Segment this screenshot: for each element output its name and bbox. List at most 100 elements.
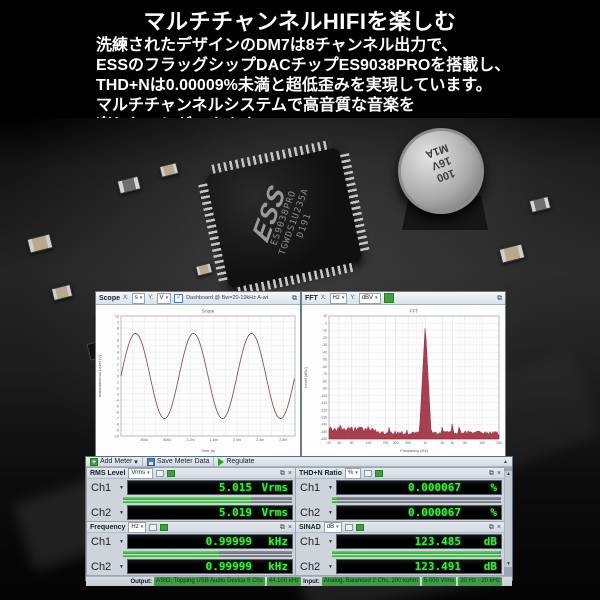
meter-window: + Add Meter ▾ Save Meter Data Regulate ▲… (85, 456, 513, 586)
regulate-button[interactable]: Regulate (218, 457, 254, 466)
chevron-down-icon[interactable]: ▼ (328, 509, 333, 516)
meter-unit: Vrms (261, 506, 289, 519)
unit-select[interactable]: % ▾ (344, 468, 361, 479)
save-meter-data-button[interactable]: Save Meter Data (146, 457, 209, 466)
channel-row: Ch2 ▼ 0.000067 % (296, 504, 504, 521)
svg-text:1: 1 (117, 368, 119, 372)
chevron-down-icon[interactable]: ▼ (119, 484, 124, 491)
fft-window: FFT X: Hz ▾ Y: dBV ▾ ⧉ FFT 10 0 -10 -20 -30 -40-… (301, 291, 506, 456)
panel-header: RMS Level Vrms ▾ ⧉ × (87, 468, 295, 479)
scope-y-unit-select[interactable]: V ▾ (156, 292, 172, 304)
channel-row: Ch2 ▼ 0.99999 kHz (87, 558, 295, 575)
meter-options-icon[interactable] (149, 523, 158, 531)
chevron-down-icon[interactable]: ▼ (119, 538, 124, 545)
bar-fill (332, 500, 338, 503)
page-title: マルチチャンネルHIFIを楽しむ (143, 9, 457, 34)
popout-icon[interactable]: ⧉ (488, 469, 494, 477)
svg-text:500: 500 (405, 441, 411, 445)
scope-x-unit-select[interactable]: s ▾ (131, 292, 146, 304)
channel-label: Ch2 (300, 560, 321, 573)
panel-header: Frequency Hz ▾ ⧉ × (87, 522, 295, 533)
close-icon[interactable]: × (287, 523, 292, 531)
chevron-down-icon[interactable]: ▼ (328, 563, 333, 570)
meter-options-icon[interactable] (344, 523, 353, 531)
fft-settings-icon[interactable] (383, 293, 394, 303)
meter-style-icon[interactable] (160, 523, 169, 531)
bar-track (123, 554, 292, 557)
chevron-down-icon[interactable]: ▼ (328, 484, 333, 491)
meter-style-icon[interactable] (374, 469, 383, 477)
svg-text:10k: 10k (479, 441, 485, 445)
scrollbar[interactable]: ▲ ▼ (504, 471, 512, 567)
svg-text:2.0m: 2.0m (233, 438, 241, 442)
svg-text:4: 4 (117, 350, 119, 354)
meter-unit: % (490, 506, 497, 519)
meter-panel-frequency: Frequency Hz ▾ ⧉ × Ch1 ▼ 0.99999 kHz (87, 522, 295, 575)
channel-row: Ch1 ▼ 123.485 dB (296, 533, 504, 550)
popout-icon[interactable]: ⧉ (488, 523, 494, 531)
chevron-down-icon: ▾ (336, 523, 339, 530)
meter-panel-sinad: SINAD dB ▾ ⧉ × Ch1 ▼ 123.485 dB (296, 522, 504, 575)
svg-text:-30: -30 (322, 343, 327, 347)
meter-value: 123.491 (414, 560, 461, 573)
close-icon[interactable]: × (287, 469, 292, 477)
fft-x-unit-select[interactable]: Hz ▾ (329, 292, 348, 304)
close-icon[interactable]: × (496, 469, 501, 477)
chevron-down-icon: ▾ (140, 523, 144, 530)
bar-track (123, 551, 292, 554)
svg-text:-130: -130 (320, 415, 327, 419)
status-bar: Output: ASIO, Topping USB Audio Device 8… (86, 576, 512, 586)
unit-select[interactable]: dB ▾ (323, 522, 342, 533)
scroll-up-icon[interactable]: ▲ (506, 471, 511, 477)
status-segment: Analog, Balanced 2 Chs, 200 kohm (321, 577, 420, 586)
svg-text:3: 3 (117, 356, 119, 360)
value-display: 123.485 dB (336, 534, 502, 549)
fft-chart: FFT100-10-20-30-40-50-60-70-80-90-100-11… (302, 305, 505, 456)
level-bars (296, 496, 504, 504)
meter-options-icon[interactable] (155, 469, 164, 477)
checkbox-icon[interactable]: ✓ (174, 293, 184, 303)
svg-text:Scope: Scope (202, 309, 215, 314)
svg-text:2k: 2k (441, 441, 445, 445)
svg-text:-1: -1 (116, 380, 119, 384)
svg-text:-10: -10 (322, 329, 327, 333)
popout-icon[interactable]: ⧉ (279, 523, 285, 531)
unit-select[interactable]: Hz ▾ (128, 522, 147, 533)
scroll-up-icon[interactable]: ▲ (503, 458, 508, 465)
bar-fill (332, 551, 500, 554)
meter-value: 0.99999 (205, 535, 252, 548)
meter-style-icon[interactable] (355, 523, 364, 531)
meter-panels: RMS Level Vrms ▾ ⧉ × Ch1 ▼ 5.015 Vrms (86, 467, 512, 576)
svg-text:Instantaneous Level (V): Instantaneous Level (V) (97, 354, 102, 397)
add-meter-button[interactable]: + Add Meter ▾ (90, 457, 138, 466)
chevron-down-icon[interactable]: ▼ (119, 509, 124, 516)
pcb-component (26, 233, 54, 254)
fft-y-unit-select[interactable]: dBV ▾ (358, 292, 381, 304)
x-axis-selector-label: X: (320, 295, 327, 301)
pcb-component (194, 262, 214, 277)
svg-text:0: 0 (325, 321, 327, 325)
scroll-down-icon[interactable]: ▼ (506, 561, 511, 567)
popout-icon[interactable]: ⧉ (497, 294, 502, 302)
meter-value: 123.485 (414, 535, 461, 548)
unit-select[interactable]: Vrms ▾ (128, 468, 153, 479)
svg-text:3k: 3k (451, 441, 455, 445)
chevron-down-icon[interactable]: ▼ (119, 563, 124, 570)
meter-unit: kHz (268, 535, 288, 548)
chip-markings: ESS ES9038PRO TGWDS1U235A D191 (206, 134, 362, 301)
pcb-component (528, 195, 552, 214)
svg-text:-40: -40 (322, 350, 327, 354)
chevron-down-icon: ▾ (165, 294, 169, 301)
channel-row: Ch1 ▼ 0.99999 kHz (87, 533, 295, 550)
svg-text:FFT: FFT (410, 309, 418, 314)
meter-options-icon[interactable] (363, 469, 372, 477)
chevron-down-icon[interactable]: ▼ (328, 538, 333, 545)
meter-unit: Vrms (261, 481, 289, 494)
popout-icon[interactable]: ⧉ (292, 294, 297, 302)
popout-icon[interactable]: ⧉ (279, 469, 285, 477)
play-icon (218, 457, 225, 466)
meter-style-icon[interactable] (166, 469, 175, 477)
pcb-component (498, 243, 526, 264)
description-line: 洗練されたデザインのDM7は8チャンネル出力で、 (96, 37, 458, 54)
close-icon[interactable]: × (496, 523, 501, 531)
